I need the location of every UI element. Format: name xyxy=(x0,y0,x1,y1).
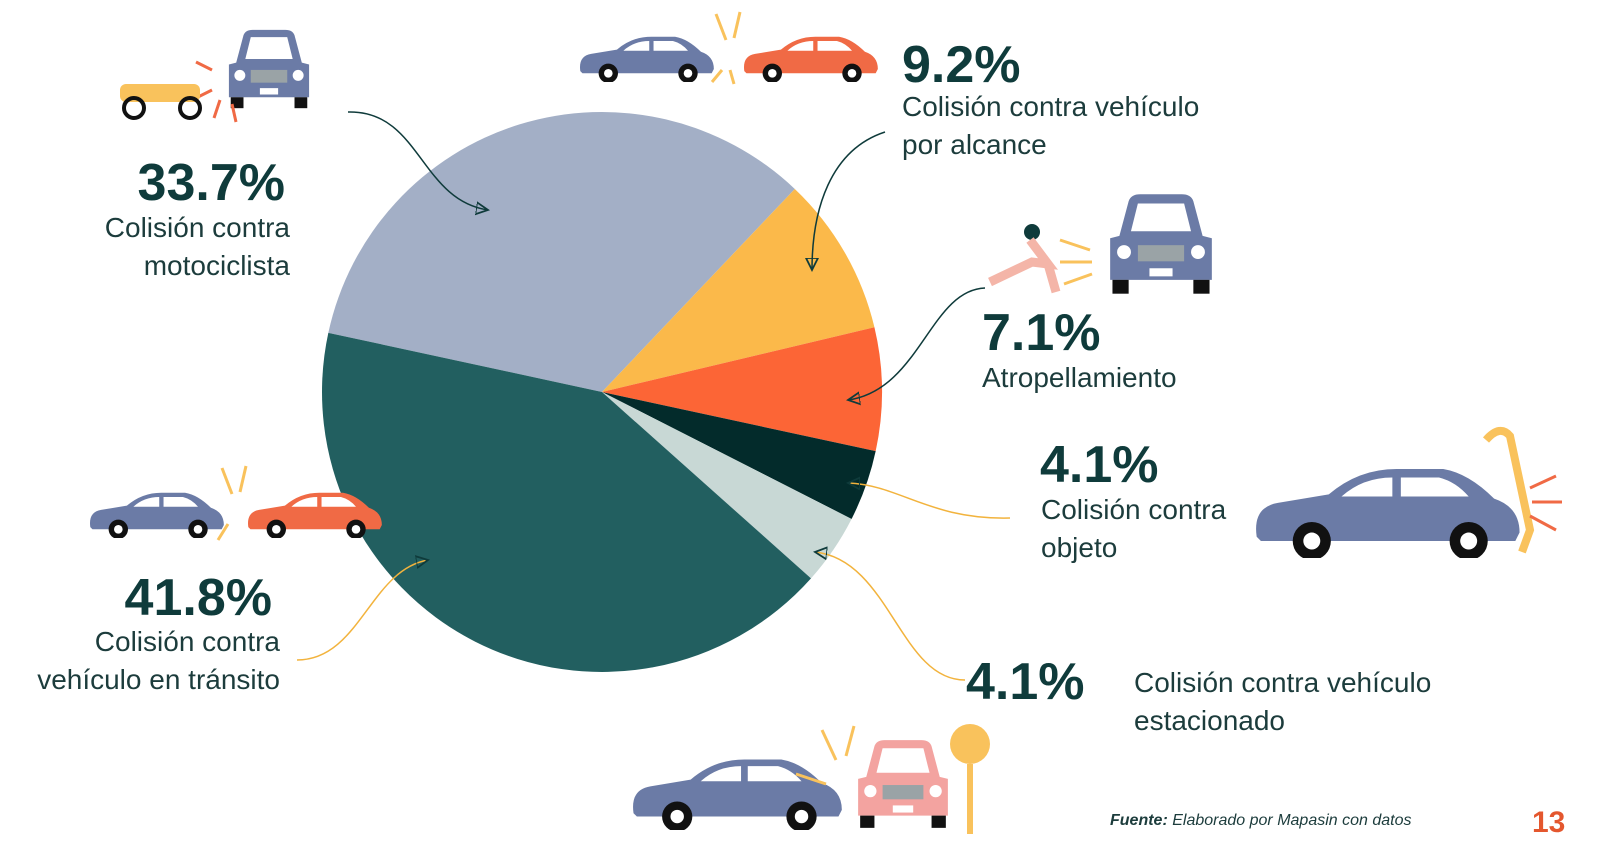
page-number: 13 xyxy=(1532,806,1566,839)
icons xyxy=(90,11,1562,834)
value-label: 41.8% xyxy=(124,569,272,627)
connectors xyxy=(296,111,1011,681)
pie-slice xyxy=(328,112,795,392)
pie-slice xyxy=(602,188,875,392)
source-label: Fuente: xyxy=(1110,812,1168,829)
slice-label: Colisión contra motociclista xyxy=(104,212,290,281)
value-label: 4.1% xyxy=(966,653,1085,711)
slice-label: Colisión contra vehículo estacionado xyxy=(1134,667,1432,736)
slice-label: Atropellamiento xyxy=(982,362,1177,393)
value-label: 9.2% xyxy=(902,36,1021,94)
source: Fuente: Elaborado por Mapasin con datos xyxy=(1110,812,1412,830)
value-label: 7.1% xyxy=(982,304,1101,362)
pie-slice xyxy=(322,332,811,672)
slice-label: Colisión contra objeto xyxy=(1041,494,1227,563)
source-text: Elaborado por Mapasin con datos xyxy=(1172,812,1412,829)
pie-slice xyxy=(602,327,883,452)
slice-label: Colisión contra vehículo por alcance xyxy=(902,91,1200,160)
pie xyxy=(322,112,883,672)
pie-slice xyxy=(602,392,852,579)
value-label: 4.1% xyxy=(1040,436,1159,494)
slice-label: Colisión contra vehículo en tránsito xyxy=(37,626,280,695)
pie-slice xyxy=(602,392,876,519)
value-label: 33.7% xyxy=(137,154,285,212)
